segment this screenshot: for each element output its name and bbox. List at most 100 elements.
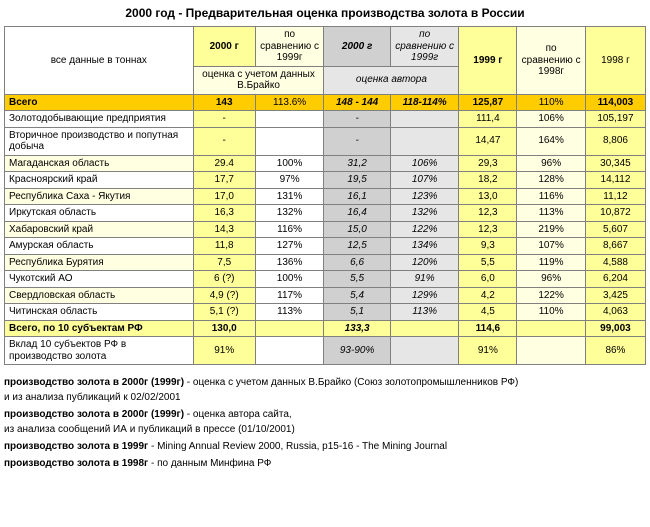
cell: 91%: [459, 337, 517, 365]
row-label: Республика Бурятия: [5, 254, 194, 271]
row-label: Всего: [5, 94, 194, 111]
cell: [390, 111, 459, 128]
cell: 116%: [255, 221, 324, 238]
footnote: производство золота в 1998г - по данным …: [4, 456, 646, 471]
row-label: Свердловская область: [5, 287, 194, 304]
cell: 6 (?): [193, 271, 255, 288]
cell: 105,197: [585, 111, 645, 128]
cell: 31,2: [324, 155, 390, 172]
table-row: Чукотский АО6 (?)100%5,591%6,096%6,204: [5, 271, 646, 288]
table-row: Всего, по 10 субъектам РФ130,0133,3114,6…: [5, 320, 646, 337]
row-label: Золотодобывающие предприятия: [5, 111, 194, 128]
cell: 12,3: [459, 205, 517, 222]
cell: -: [324, 111, 390, 128]
cell: 106%: [390, 155, 459, 172]
cell: 86%: [585, 337, 645, 365]
cell: 7,5: [193, 254, 255, 271]
cell: [255, 320, 324, 337]
cell: 14,47: [459, 127, 517, 155]
cell: 113%: [517, 205, 586, 222]
table-row: Хабаровский край14,3116%15,0122%12,3219%…: [5, 221, 646, 238]
cell: 114,003: [585, 94, 645, 111]
cell: [390, 127, 459, 155]
cell: [390, 337, 459, 365]
cell: 131%: [255, 188, 324, 205]
cell: 130,0: [193, 320, 255, 337]
cell: 4,5: [459, 304, 517, 321]
cell: 129%: [390, 287, 459, 304]
table-row: Свердловская область4,9 (?)117%5,4129%4,…: [5, 287, 646, 304]
footnote: производство золота в 2000г (1999г) - оц…: [4, 375, 646, 405]
footnote: производство золота в 1999г - Mining Ann…: [4, 439, 646, 454]
cell: 100%: [255, 271, 324, 288]
row-label: Чукотский АО: [5, 271, 194, 288]
cell: 219%: [517, 221, 586, 238]
cell: 132%: [255, 205, 324, 222]
cell: 123%: [390, 188, 459, 205]
cell: 122%: [517, 287, 586, 304]
cell: 107%: [517, 238, 586, 255]
cell: 132%: [390, 205, 459, 222]
cell: 96%: [517, 271, 586, 288]
cell: 113%: [390, 304, 459, 321]
cell: 133,3: [324, 320, 390, 337]
cell: 111,4: [459, 111, 517, 128]
data-table: все данные в тоннах 2000 г по сравнению …: [4, 26, 646, 365]
cell: 100%: [255, 155, 324, 172]
cell: 17,7: [193, 172, 255, 189]
cell: 93-90%: [324, 337, 390, 365]
table-row: Читинская область5,1 (?)113%5,1113%4,511…: [5, 304, 646, 321]
row-label: Вклад 10 субъектов РФ в производство зол…: [5, 337, 194, 365]
cell: 114,6: [459, 320, 517, 337]
row-label: Красноярский край: [5, 172, 194, 189]
cell: 17,0: [193, 188, 255, 205]
cell: 118-114%: [390, 94, 459, 111]
page-title: 2000 год - Предварительная оценка произв…: [4, 6, 646, 20]
table-row: Республика Бурятия7,5136%6,6120%5,5119%4…: [5, 254, 646, 271]
cell: 4,588: [585, 254, 645, 271]
cell: 12,5: [324, 238, 390, 255]
cell: [255, 337, 324, 365]
cell: -: [324, 127, 390, 155]
cell: 16,4: [324, 205, 390, 222]
cell: 8,806: [585, 127, 645, 155]
row-label: Иркутская область: [5, 205, 194, 222]
row-label: Республика Саха - Якутия: [5, 188, 194, 205]
table-row: Вторичное производство и попутная добыча…: [5, 127, 646, 155]
cell: 127%: [255, 238, 324, 255]
cell: 9,3: [459, 238, 517, 255]
cell: 116%: [517, 188, 586, 205]
cell: 14,3: [193, 221, 255, 238]
table-row: Иркутская область16,3132%16,4132%12,3113…: [5, 205, 646, 222]
cell: 136%: [255, 254, 324, 271]
cell: -: [193, 111, 255, 128]
cell: 164%: [517, 127, 586, 155]
cell: [255, 111, 324, 128]
cell: 106%: [517, 111, 586, 128]
cell: 91%: [193, 337, 255, 365]
cell: 11,12: [585, 188, 645, 205]
row-label: Читинская область: [5, 304, 194, 321]
cell: -: [193, 127, 255, 155]
table-row: Золотодобывающие предприятия--111,4106%1…: [5, 111, 646, 128]
cell: 5,5: [324, 271, 390, 288]
cell: 11,8: [193, 238, 255, 255]
cell: 5,4: [324, 287, 390, 304]
footnote: производство золота в 2000г (1999г) - оц…: [4, 407, 646, 437]
cell: 113%: [255, 304, 324, 321]
row-label: Магаданская область: [5, 155, 194, 172]
cell: 91%: [390, 271, 459, 288]
footnotes: производство золота в 2000г (1999г) - оц…: [4, 375, 646, 471]
table-row: Вклад 10 субъектов РФ в производство зол…: [5, 337, 646, 365]
cell: 6,0: [459, 271, 517, 288]
cell: 5,1 (?): [193, 304, 255, 321]
row-label: Амурская область: [5, 238, 194, 255]
cell: [517, 320, 586, 337]
cell: 5,5: [459, 254, 517, 271]
cell: [255, 127, 324, 155]
cell: 4,2: [459, 287, 517, 304]
cell: 96%: [517, 155, 586, 172]
cell: [390, 320, 459, 337]
cell: 128%: [517, 172, 586, 189]
cell: 10,872: [585, 205, 645, 222]
